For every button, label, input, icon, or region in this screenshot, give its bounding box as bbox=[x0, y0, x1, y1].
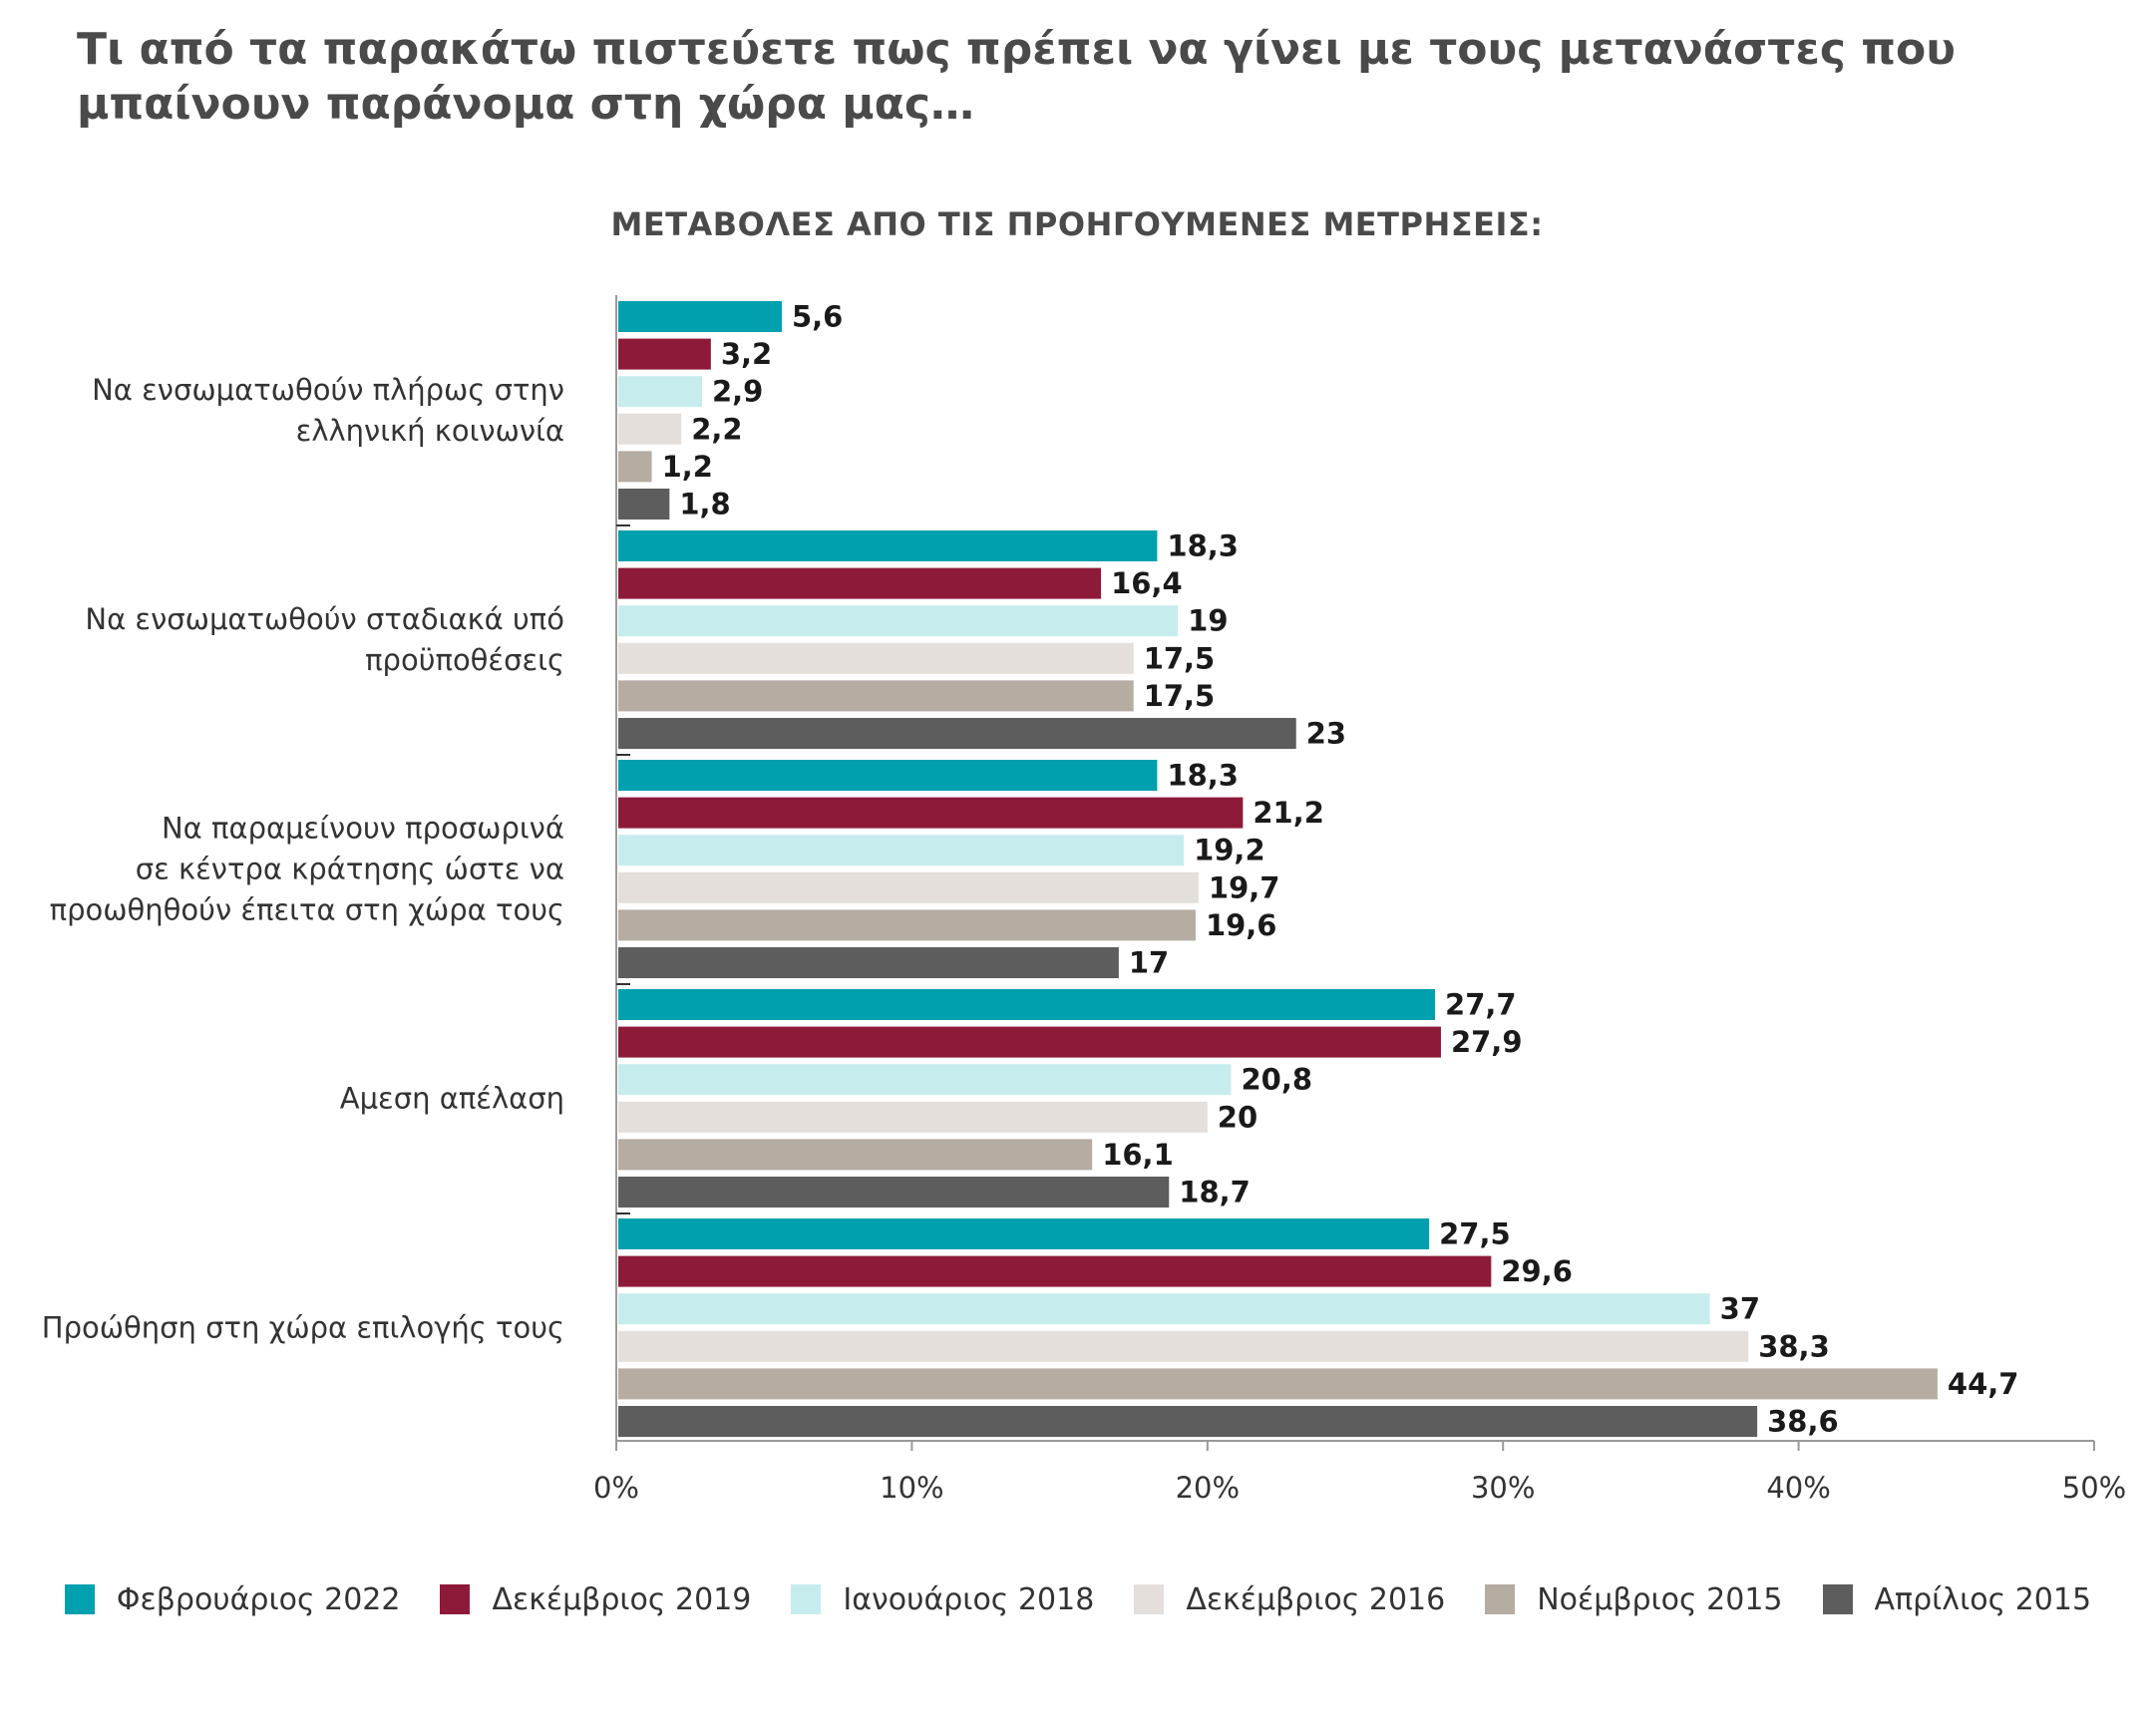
bar bbox=[618, 567, 1102, 599]
x-tick-label: 40% bbox=[1766, 1471, 1830, 1505]
legend-label: Δεκέμβριος 2016 bbox=[1186, 1581, 1446, 1617]
category-label: ελληνική κοινωνία bbox=[296, 414, 564, 448]
bar-value-label: 5,6 bbox=[792, 300, 843, 334]
x-tick-label: 30% bbox=[1471, 1471, 1535, 1505]
bar bbox=[618, 530, 1158, 561]
bar bbox=[618, 451, 652, 483]
bar-value-label: 2,9 bbox=[712, 375, 763, 409]
bar-value-label: 18,3 bbox=[1167, 529, 1239, 563]
category-label: Να ενσωματωθούν σταδιακά υπό bbox=[85, 602, 564, 636]
legend-label: Δεκέμβριος 2019 bbox=[492, 1581, 752, 1617]
bar bbox=[618, 871, 1199, 903]
chart-title: ΜΕΤΑΒΟΛΕΣ ΑΠΟ ΤΙΣ ΠΡΟΗΓΟΥΜΕΝΕΣ ΜΕΤΡΗΣΕΙΣ… bbox=[610, 205, 1544, 243]
bar-value-label: 2,2 bbox=[691, 412, 742, 446]
bar bbox=[618, 301, 782, 332]
x-tick-label: 50% bbox=[2062, 1471, 2126, 1505]
bar bbox=[618, 489, 670, 519]
legend-item: Απρίλιος 2015 bbox=[1822, 1581, 2092, 1617]
bar bbox=[618, 1255, 1492, 1287]
bar-value-label: 21,2 bbox=[1253, 796, 1324, 830]
bar bbox=[618, 718, 1296, 749]
bar-value-label: 20,8 bbox=[1242, 1063, 1313, 1097]
category-label: Προώθηση στη χώρα επιλογής τους bbox=[42, 1311, 564, 1345]
bar bbox=[618, 1330, 1749, 1362]
x-tick-label: 0% bbox=[593, 1471, 639, 1505]
legend-item: Ιανουάριος 2018 bbox=[791, 1582, 1094, 1617]
bar-value-label: 27,9 bbox=[1451, 1025, 1523, 1059]
bar bbox=[618, 376, 702, 408]
bar-value-label: 16,4 bbox=[1111, 566, 1183, 600]
bar bbox=[618, 1064, 1232, 1096]
legend-swatch bbox=[440, 1584, 471, 1614]
bar-value-label: 19,2 bbox=[1194, 834, 1265, 867]
bar-value-label: 38,3 bbox=[1758, 1329, 1830, 1363]
category-label: σε κέντρα κράτησης ώστε να bbox=[136, 853, 564, 886]
bar-value-label: 27,7 bbox=[1445, 988, 1517, 1022]
legend-label: Νοέμβριος 2015 bbox=[1537, 1581, 1783, 1617]
legend-label: Φεβρουάριος 2022 bbox=[116, 1581, 401, 1617]
bar bbox=[618, 760, 1158, 791]
bar-value-label: 18,3 bbox=[1167, 759, 1239, 793]
bar-value-label: 37 bbox=[1720, 1292, 1760, 1326]
legend-item: Δεκέμβριος 2019 bbox=[440, 1582, 751, 1617]
bar bbox=[618, 909, 1196, 941]
bar bbox=[618, 642, 1134, 674]
bar-value-label: 23 bbox=[1306, 717, 1346, 751]
bar bbox=[618, 605, 1179, 637]
bar-value-label: 29,6 bbox=[1501, 1254, 1573, 1288]
bar-value-label: 17,5 bbox=[1144, 679, 1216, 713]
category-label: Αμεση απέλαση bbox=[340, 1082, 564, 1116]
bar bbox=[618, 835, 1185, 866]
bar-value-label: 17 bbox=[1129, 946, 1169, 980]
bar-value-label: 1,2 bbox=[662, 450, 713, 484]
bar bbox=[618, 1139, 1093, 1171]
bar-value-label: 3,2 bbox=[721, 337, 772, 371]
bar bbox=[618, 1218, 1430, 1249]
bar-value-label: 44,7 bbox=[1948, 1367, 2019, 1401]
legend-swatch bbox=[1485, 1584, 1516, 1614]
x-tick-label: 10% bbox=[880, 1471, 943, 1505]
bar bbox=[618, 989, 1436, 1020]
legend-swatch bbox=[791, 1584, 822, 1614]
x-tick-label: 20% bbox=[1176, 1471, 1240, 1505]
bar-value-label: 16,1 bbox=[1102, 1138, 1174, 1172]
legend-label: Απρίλιος 2015 bbox=[1874, 1581, 2092, 1617]
legend: Φεβρουάριος 2022 Δεκέμβριος 2019 Ιανουάριο… bbox=[0, 1577, 2156, 1621]
bar bbox=[618, 1101, 1208, 1133]
bar-value-label: 20 bbox=[1218, 1100, 1258, 1134]
bar bbox=[618, 797, 1244, 829]
bar bbox=[618, 338, 711, 370]
bar-value-label: 19,6 bbox=[1206, 908, 1277, 942]
legend-swatch bbox=[64, 1584, 95, 1614]
legend-label: Ιανουάριος 2018 bbox=[843, 1581, 1095, 1617]
legend-item: Νοέμβριος 2015 bbox=[1485, 1581, 1783, 1617]
bar bbox=[618, 1026, 1441, 1058]
legend-item: Δεκέμβριος 2016 bbox=[1134, 1582, 1445, 1617]
bar-value-label: 19,7 bbox=[1209, 870, 1280, 904]
bar bbox=[618, 413, 682, 445]
bar bbox=[618, 1293, 1710, 1325]
bar-chart: 0% 10% 20% 30% 40% 50% 5,6 3,2 2,92,2 1,2 1,8 Να εν… bbox=[42, 295, 2126, 1505]
bar bbox=[618, 1177, 1170, 1208]
legend-swatch bbox=[1134, 1584, 1165, 1614]
category-label: προωθηθούν έπειτα στη χώρα τους bbox=[50, 893, 564, 927]
bar bbox=[618, 680, 1134, 712]
bar-value-label: 18,7 bbox=[1179, 1176, 1251, 1210]
bar-value-label: 17,5 bbox=[1144, 641, 1216, 675]
bar bbox=[618, 947, 1119, 978]
bar-value-label: 27,5 bbox=[1439, 1217, 1511, 1251]
category-label: Να παραμείνουν προσωρινά bbox=[162, 812, 564, 846]
bar-value-label: 1,8 bbox=[679, 488, 730, 521]
bar-value-label: 19 bbox=[1188, 604, 1228, 638]
legend-item: Φεβρουάριος 2022 bbox=[64, 1581, 401, 1617]
legend-swatch bbox=[1822, 1584, 1853, 1614]
bar bbox=[618, 1406, 1758, 1437]
page-title: Τι από τα παρακάτω πιστεύετε πως πρέπει … bbox=[77, 24, 1956, 130]
bar bbox=[618, 1368, 1938, 1400]
category-label: Να ενσωματωθούν πλήρως στην bbox=[92, 373, 564, 407]
bar-value-label: 38,6 bbox=[1767, 1405, 1839, 1439]
category-label: προϋποθέσεις bbox=[365, 643, 564, 677]
